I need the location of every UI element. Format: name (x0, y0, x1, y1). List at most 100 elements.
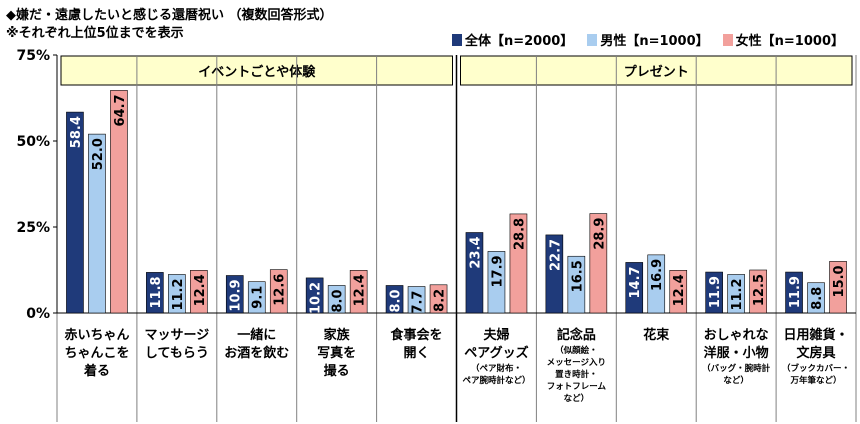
category-label: お酒を飲む (224, 345, 289, 361)
bar (669, 270, 688, 314)
y-tick-label: 75% (16, 48, 50, 64)
bar (807, 282, 825, 314)
category-label: 日用雑貨・ (784, 327, 849, 343)
group-header-box (60, 55, 453, 86)
bar (407, 286, 426, 314)
legend-swatch-male (587, 33, 598, 46)
category-note: （ペア財布・ (471, 363, 522, 374)
bar-value-label: 11.2 (171, 278, 186, 310)
category-note: メッセージ入り (547, 358, 606, 368)
category-note: （バッグ・腕時計 (702, 363, 771, 374)
bar-value-label: 11.9 (788, 276, 803, 308)
bar-value-label: 12.4 (672, 274, 687, 306)
category-label: 記念品 (557, 327, 596, 343)
legend-label-total: 全体【n=2000】 (464, 34, 574, 49)
category-label: 洋服・小物 (704, 345, 769, 361)
bar-value-label: 28.8 (512, 218, 527, 250)
bar-value-label: 23.4 (468, 237, 483, 269)
bar (385, 285, 404, 314)
bar (625, 262, 644, 314)
legend-label-male: 男性【n=1000】 (600, 34, 709, 49)
bar (305, 277, 324, 314)
bar-value-label: 58.4 (69, 116, 84, 148)
category-note: 置き時計・ (555, 369, 598, 380)
category-note: など） (564, 393, 590, 404)
bar (269, 269, 288, 314)
category-label: 夫婦 (483, 327, 509, 343)
bar-value-label: 8.2 (433, 289, 448, 312)
bar (88, 133, 106, 314)
bar (545, 234, 564, 314)
category-note: ペア腕時計など） (462, 375, 530, 386)
category-label: 着る (83, 363, 110, 379)
legend-item-female: 女性【n=1000】 (722, 30, 844, 49)
category-label: 食事会を (391, 327, 443, 343)
category-label: 文房具 (797, 345, 836, 361)
bar-value-label: 64.7 (113, 94, 128, 126)
legend-swatch-female (722, 33, 733, 46)
bar (349, 270, 368, 314)
bar-value-label: 11.2 (730, 278, 745, 310)
y-tick-label: 0% (26, 306, 50, 322)
legend-item-male: 男性【n=1000】 (587, 30, 709, 49)
bar-value-label: 52.0 (91, 138, 106, 170)
category-label: マッサージ (144, 328, 209, 343)
bar (190, 270, 208, 314)
bar (487, 251, 506, 314)
legend-item-total: 全体【n=2000】 (451, 30, 574, 49)
bar (509, 213, 528, 314)
bar (589, 213, 608, 314)
bar-value-label: 8.0 (389, 289, 404, 312)
bar-value-label: 12.6 (273, 274, 288, 306)
bar (247, 281, 266, 314)
bar-value-label: 10.9 (229, 280, 244, 312)
category-label: 赤いちゃん (64, 327, 129, 343)
bar (829, 261, 847, 314)
bar-value-label: 12.4 (353, 274, 368, 306)
bar (66, 111, 84, 314)
bar (465, 232, 484, 314)
bar-value-label: 28.9 (592, 218, 607, 250)
chart-subtitle: ※それぞれ上位5位までを表示 (6, 26, 184, 41)
legend: 全体【n=2000】 男性【n=1000】 女性【n=1000】 (451, 30, 844, 49)
legend-label-female: 女性【n=1000】 (735, 34, 844, 49)
bar (146, 272, 164, 314)
bar (705, 271, 723, 314)
bar (785, 271, 803, 314)
bar (727, 274, 745, 314)
bar-value-label: 15.0 (832, 265, 847, 297)
category-label: 家族 (324, 327, 351, 343)
bar-value-label: 12.4 (193, 274, 208, 306)
category-note: など） (723, 375, 749, 386)
category-note: フォトフレーム (547, 382, 607, 392)
category-label: 写真を (317, 345, 356, 361)
category-label: 花束 (643, 327, 670, 343)
bar-value-label: 11.8 (149, 276, 164, 308)
group-header-box (460, 55, 853, 86)
bar-value-label: 22.7 (548, 239, 563, 271)
bar (225, 275, 244, 314)
category-label: 一緒に (237, 327, 276, 343)
category-label: してもらう (145, 346, 209, 361)
bar-value-label: 16.5 (570, 260, 585, 292)
y-tick-label: 50% (16, 134, 50, 150)
bar-value-label: 7.7 (411, 291, 426, 314)
bar-value-label: 14.7 (628, 266, 643, 298)
group-header-label: イベントごとや体験 (198, 64, 316, 80)
bar-value-label: 8.0 (331, 289, 346, 312)
bar-value-label: 17.9 (490, 255, 505, 287)
bar-value-label: 16.9 (650, 259, 665, 291)
bar (749, 269, 767, 314)
bar-value-label: 10.2 (309, 282, 324, 314)
chart-title: ◆嫌だ・遠慮したいと感じる還暦祝い （複数回答形式） (6, 8, 333, 23)
bar-value-label: 11.9 (708, 276, 723, 308)
category-label: ちゃんこを (64, 346, 129, 361)
bar-value-label: 8.8 (810, 287, 825, 310)
category-note: （ブックカバー・ (782, 363, 850, 374)
category-note: 万年筆など） (790, 375, 842, 386)
category-note: （似顔絵・ (555, 345, 598, 356)
bar (429, 284, 448, 314)
category-label: ペアグッズ (464, 345, 528, 361)
bar (567, 255, 586, 314)
